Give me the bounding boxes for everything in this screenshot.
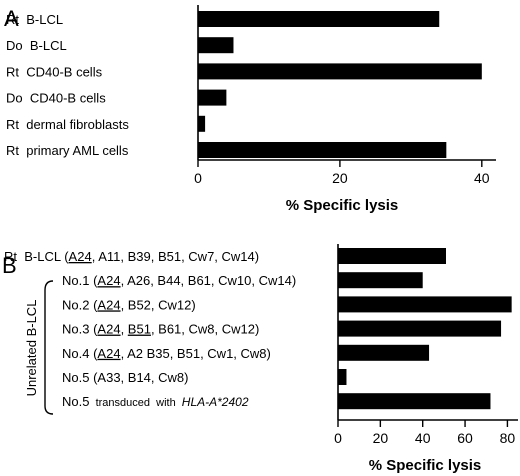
bar-a-3 [198,89,227,106]
panel-a-x-axis-label: % Specific lysis [286,197,399,214]
hla-segment: A24 [97,297,120,312]
category-label-b-3: No.3 (A24, B51, B61, Cw8, Cw12) [62,322,259,337]
hla-segment: , [121,322,128,337]
hla-segment: , A26, B44, B61, Cw10, Cw14 [121,273,292,288]
hla-segment: , B61, Cw8, Cw12 [151,322,255,337]
tick-label-b-1: 20 [373,430,389,446]
hla-open-paren: ( [89,273,98,288]
category-name-b-1: No.1 [62,273,89,288]
group-bracket [44,280,54,415]
hla-close-paren: ) [255,249,259,264]
tick-label-a-2: 40 [474,170,490,186]
hla-open-paren: ( [89,370,98,385]
category-label-a-2: Rt CD40-B cells [6,64,103,79]
panel-b-x-axis-label: % Specific lysis [369,457,482,474]
bar-a-1 [198,37,234,54]
category-label-a-0: Rt B-LCL [6,12,63,27]
transduced-text: transduced with [89,397,181,409]
group-label: Unrelated B-LCL [24,300,39,397]
hla-segment: B51 [128,322,151,337]
hla-close-paren: ) [292,273,296,288]
hla-segment: , A2 B35, B51, Cw1, Cw8 [121,346,267,361]
bar-a-4 [198,115,206,132]
hla-segment: , B52, Cw12 [121,297,192,312]
hla-segment: A24 [97,322,120,337]
category-label-b-0: Rt B-LCL (A24, A11, B39, B51, Cw7, Cw14) [4,249,259,264]
bar-a-5 [198,142,447,158]
panel-b-marks: Rt B-LCL (A24, A11, B39, B51, Cw7, Cw14)… [4,248,515,446]
hla-close-paren: ) [191,297,195,312]
hla-segment: A24 [97,346,120,361]
gene-name: HLA-A*2402 [182,395,249,409]
category-name-b-5: No.5 [62,370,89,385]
category-label-b-6: No.5 transduced with HLA-A*2402 [62,394,249,409]
tick-label-a-1: 20 [332,170,348,186]
category-name-b-4: No.4 [62,346,89,361]
hla-segment: A24 [97,273,120,288]
hla-open-paren: ( [89,297,98,312]
category-name-b-2: No.2 [62,297,89,312]
hla-open-paren: ( [61,249,70,264]
category-label-b-5: No.5 (A33, B14, Cw8) [62,370,188,385]
category-label-b-2: No.2 (A24, B52, Cw12) [62,297,196,312]
category-label-b-1: No.1 (A24, A26, B44, B61, Cw10, Cw14) [62,273,296,288]
hla-close-paren: ) [184,370,188,385]
bar-b-3 [338,320,502,337]
tick-label-b-4: 80 [500,430,516,446]
category-label-a-5: Rt primary AML cells [6,143,129,158]
hla-segment: A33, B14, Cw8 [97,370,184,385]
hla-segment: , A11, B39, B51, Cw7, Cw14 [92,249,255,264]
bar-b-6 [338,393,491,410]
tick-label-a-0: 0 [194,170,202,186]
tick-label-b-3: 60 [457,430,473,446]
category-label-b-4: No.4 (A24, A2 B35, B51, Cw1, Cw8) [62,346,271,361]
category-name-b-0: Rt B-LCL [4,249,61,264]
hla-open-paren: ( [89,322,98,337]
hla-close-paren: ) [255,322,259,337]
hla-open-paren: ( [89,346,98,361]
category-label-a-4: Rt dermal fibroblasts [6,117,129,132]
panel-a-marks: Rt B-LCL Do B-LCL Rt CD40-B cells Do CD40-B… [6,11,490,186]
bar-b-4 [338,344,430,361]
category-name-b-6: No.5 [62,394,89,409]
bar-a-2 [198,63,482,80]
bar-b-0 [338,248,446,264]
panel-letter-a: A [4,6,19,31]
tick-label-b-0: 0 [334,430,342,446]
bar-b-2 [338,296,512,313]
bar-b-5 [338,369,347,385]
tick-label-b-2: 40 [415,430,431,446]
category-label-a-3: Do CD40-B cells [6,91,106,106]
bar-b-1 [338,272,423,289]
bar-a-0 [198,11,440,27]
hla-close-paren: ) [267,346,271,361]
panel-letter-b: B [2,253,17,278]
category-label-a-1: Do B-LCL [6,38,67,53]
category-name-b-3: No.3 [62,322,89,337]
hla-segment: A24 [69,249,92,264]
